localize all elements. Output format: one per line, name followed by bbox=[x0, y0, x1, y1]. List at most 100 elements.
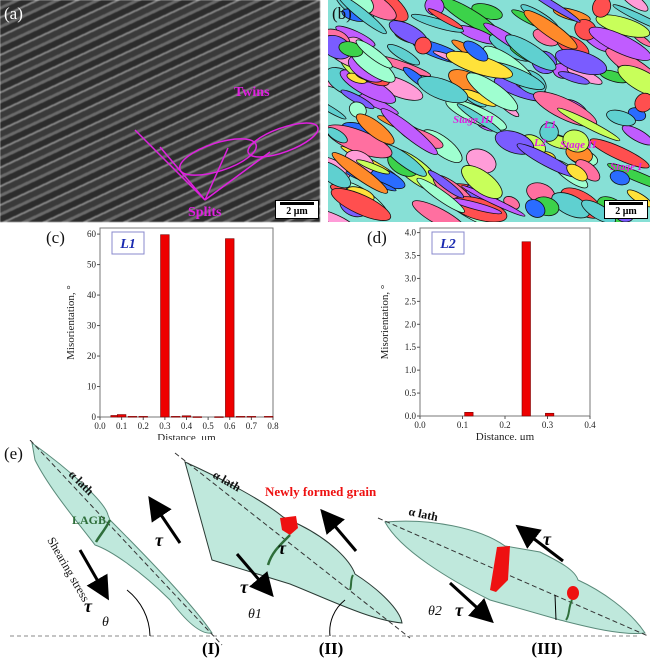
grain bbox=[607, 163, 650, 192]
grain bbox=[525, 199, 546, 218]
plot-frame bbox=[99, 227, 274, 418]
ebsd-map bbox=[328, 0, 650, 222]
bar bbox=[160, 234, 170, 418]
grain bbox=[387, 43, 421, 66]
grain bbox=[417, 76, 469, 104]
tau-label: τ bbox=[543, 529, 552, 549]
stage-label-ii: (II) bbox=[319, 639, 344, 658]
y-tick-label: 60 bbox=[87, 229, 97, 239]
theta2-label: θ2 bbox=[428, 604, 442, 619]
y-tick-label: 10 bbox=[87, 382, 97, 392]
grain bbox=[523, 0, 581, 23]
twin-ellipse bbox=[247, 122, 319, 158]
bar bbox=[117, 414, 127, 418]
grain bbox=[606, 109, 636, 127]
grain bbox=[337, 0, 387, 35]
tau-label: τ bbox=[240, 577, 249, 597]
split-arrows bbox=[134, 129, 271, 201]
chart-d: 0.0 0.1 0.2 0.3 0.4 0.0 0.5 1.0 1.5 2.0 2.5 3.0 3.5 4… bbox=[379, 227, 596, 440]
stage-i-label: Stage I bbox=[610, 161, 643, 173]
x-tick-label: 0.2 bbox=[499, 420, 510, 430]
l1-label: L1 bbox=[543, 119, 556, 131]
grain bbox=[461, 165, 503, 199]
scale-text: 2 μm bbox=[615, 206, 637, 217]
legend-label: L2 bbox=[439, 237, 456, 252]
x-tick-label: 0.8 bbox=[267, 421, 279, 431]
scale-text: 2 μm bbox=[286, 206, 308, 217]
grain bbox=[557, 107, 621, 142]
x-axis-label: Distance, μm bbox=[157, 432, 216, 440]
scale-bar-a: 2 μm bbox=[275, 200, 319, 219]
sem-micrograph bbox=[0, 0, 320, 222]
y-axis-label: Misorientation, ° bbox=[65, 285, 77, 360]
bar bbox=[246, 416, 257, 418]
stage-iii-label: Stage III bbox=[453, 114, 494, 126]
bar bbox=[235, 416, 246, 418]
bar bbox=[127, 416, 138, 418]
x-tick-label: 0.6 bbox=[224, 421, 236, 431]
grain bbox=[328, 160, 352, 189]
plot-frame bbox=[419, 227, 591, 417]
y-tick-label: 30 bbox=[87, 321, 97, 331]
grain bbox=[555, 48, 608, 76]
bar bbox=[181, 415, 192, 418]
grain bbox=[427, 8, 463, 30]
y-tick-label: 2.0 bbox=[405, 319, 417, 329]
grain bbox=[523, 10, 578, 50]
y-axis-label: Misorientation, ° bbox=[379, 285, 391, 360]
y-tick-label: 1.0 bbox=[405, 365, 417, 375]
tau-label: τ bbox=[155, 530, 164, 550]
bar bbox=[192, 416, 202, 418]
grain bbox=[410, 13, 464, 33]
x-tick-label: 0.3 bbox=[159, 421, 171, 431]
alpha-lath-iii bbox=[377, 517, 649, 637]
theta1-label: θ1 bbox=[248, 607, 262, 622]
theta-label: θ bbox=[102, 615, 109, 630]
grain bbox=[589, 138, 650, 169]
shearing-stress-label: Shearing stress bbox=[44, 535, 92, 605]
twin-ellipse bbox=[178, 138, 258, 176]
panel-label-d: (d) bbox=[367, 228, 387, 247]
grain bbox=[355, 113, 395, 145]
grain bbox=[621, 125, 650, 146]
bar bbox=[264, 416, 274, 418]
stage-label-i: (I) bbox=[202, 639, 220, 658]
bar bbox=[521, 241, 531, 417]
bar bbox=[464, 412, 474, 417]
scale-bar-b: 2 μm bbox=[604, 200, 648, 219]
y-tick-label: 1.5 bbox=[405, 342, 417, 352]
x-tick-label: 0.1 bbox=[457, 420, 468, 430]
grain bbox=[328, 127, 348, 144]
grain bbox=[463, 40, 489, 62]
legend-box bbox=[111, 231, 145, 255]
panel-label-e: (e) bbox=[4, 444, 23, 463]
twins-label: Twins bbox=[234, 85, 270, 100]
legend-box bbox=[431, 231, 465, 255]
bar bbox=[225, 238, 235, 418]
bar bbox=[171, 416, 181, 418]
grain bbox=[330, 188, 392, 221]
y-tick-label: 3.5 bbox=[405, 251, 417, 261]
shear-arrows bbox=[78, 496, 564, 624]
grain bbox=[619, 0, 649, 12]
grain bbox=[588, 26, 650, 61]
alpha-lath-i bbox=[29, 440, 223, 646]
grain bbox=[328, 96, 347, 120]
grain bbox=[612, 4, 650, 33]
bar bbox=[214, 416, 224, 418]
grain bbox=[566, 163, 588, 182]
grain bbox=[427, 170, 465, 199]
shear-schematic: τ τ τ τ τ τ α lath α lath α lath LAGB Ne… bbox=[10, 440, 649, 658]
chart-c: 0.0 0.1 0.2 0.3 0.4 0.5 0.6 0.7 0.8 0 10 20 30 40 50 60… bbox=[65, 227, 279, 440]
y-tick-label: 4.0 bbox=[405, 228, 417, 238]
x-tick-label: 0.3 bbox=[542, 420, 554, 430]
stage-label-iii: (III) bbox=[531, 639, 562, 658]
grain bbox=[505, 34, 557, 71]
y-tick-label: 3.0 bbox=[405, 273, 417, 283]
grain bbox=[338, 41, 364, 58]
x-tick-label: 0.0 bbox=[414, 420, 426, 430]
y-tick-label: 0 bbox=[92, 412, 97, 422]
grain bbox=[331, 152, 389, 194]
tau-label: τ bbox=[455, 600, 464, 620]
grain bbox=[466, 72, 519, 112]
